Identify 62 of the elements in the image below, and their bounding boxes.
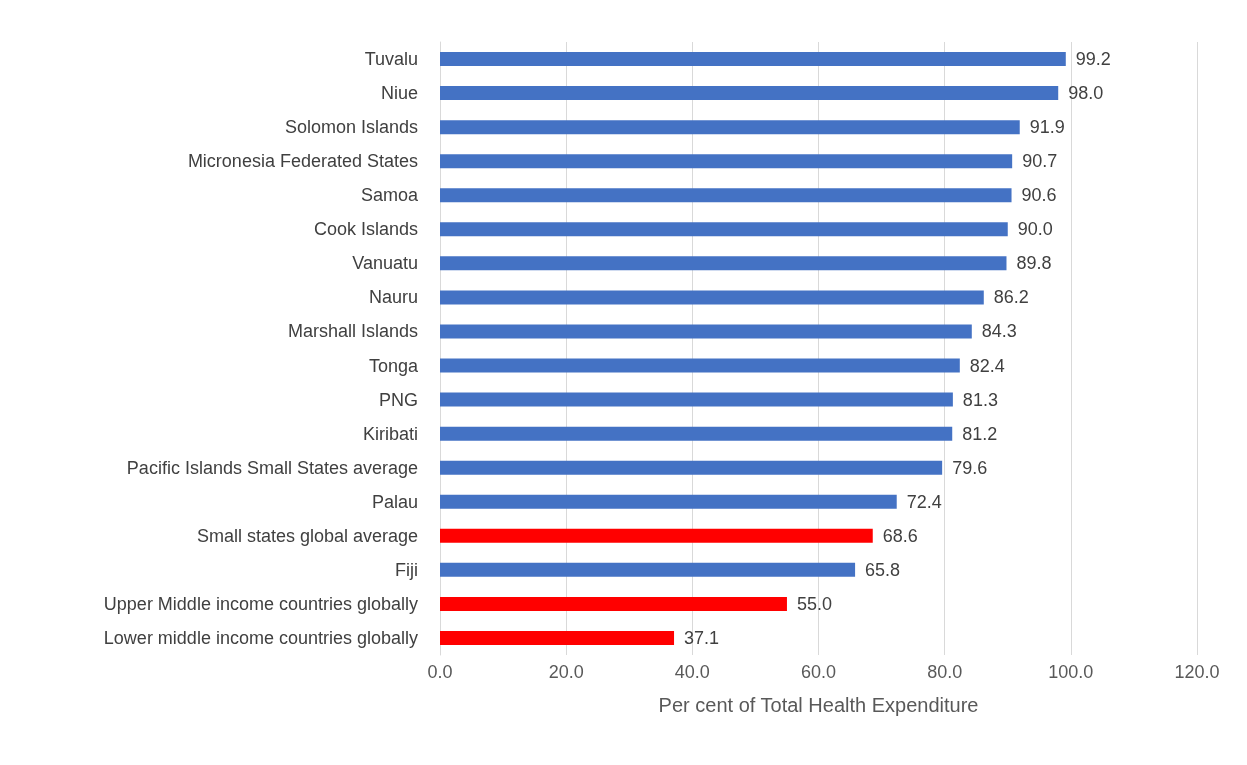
x-tick-label: 100.0 — [1048, 662, 1094, 682]
y-tick-label: Niue — [380, 83, 418, 104]
bar — [440, 188, 1012, 203]
y-tick-label: Upper Middle income countries globally — [103, 593, 418, 614]
data-label: 79.6 — [952, 457, 988, 478]
bar — [440, 120, 1020, 135]
y-tick-label: Solomon Islands — [284, 117, 418, 138]
bar — [440, 426, 953, 441]
y-tick-label: Fiji — [395, 559, 418, 580]
bar — [440, 494, 897, 509]
bar — [440, 86, 1059, 101]
y-tick-label: PNG — [378, 389, 418, 410]
x-tick-label: 120.0 — [1174, 662, 1220, 682]
y-tick-label: Lower middle income countries globally — [103, 627, 418, 648]
data-label: 72.4 — [906, 491, 942, 512]
x-tick-label: 40.0 — [674, 662, 710, 682]
x-tick-label: 20.0 — [548, 662, 584, 682]
data-label: 90.7 — [1022, 151, 1058, 172]
y-tick-label: Tuvalu — [364, 49, 418, 70]
x-tick-label: 80.0 — [927, 662, 963, 682]
data-label: 90.0 — [1017, 219, 1053, 240]
data-label: 82.4 — [969, 355, 1005, 376]
bar — [440, 392, 953, 407]
x-tick-label: 0.0 — [427, 662, 453, 682]
bar — [440, 528, 873, 543]
data-label: 99.2 — [1075, 49, 1111, 70]
bar — [440, 256, 1007, 271]
bar — [440, 222, 1008, 237]
data-label: 81.2 — [962, 423, 998, 444]
x-axis-title: Per cent of Total Health Expenditure — [658, 694, 979, 716]
bar — [440, 290, 984, 305]
data-label: 68.6 — [882, 525, 918, 546]
bar — [440, 358, 960, 373]
x-tick-label: 60.0 — [800, 662, 837, 682]
data-label: 37.1 — [684, 627, 720, 648]
data-label: 89.8 — [1016, 253, 1052, 274]
data-label: 81.3 — [962, 389, 998, 410]
y-tick-label: Nauru — [368, 287, 418, 308]
y-tick-label: Palau — [371, 491, 418, 512]
bar — [440, 460, 943, 475]
y-tick-label: Pacific Islands Small States average — [126, 457, 418, 478]
y-tick-label: Marshall Islands — [287, 321, 418, 342]
data-label: 90.6 — [1021, 185, 1057, 206]
y-tick-label: Samoa — [360, 185, 419, 206]
data-label: 55.0 — [796, 593, 833, 614]
bar — [440, 324, 972, 339]
y-tick-label: Cook Islands — [313, 219, 418, 240]
y-tick-label: Micronesia Federated States — [187, 151, 418, 172]
y-tick-label: Small states global average — [196, 525, 418, 546]
bar — [440, 596, 787, 611]
data-label: 65.8 — [865, 559, 901, 580]
data-label: 91.9 — [1029, 117, 1065, 138]
bar — [440, 562, 856, 577]
bar — [440, 154, 1013, 169]
y-tick-label: Vanuatu — [352, 253, 418, 274]
data-label: 86.2 — [993, 287, 1029, 308]
data-label: 84.3 — [981, 321, 1017, 342]
bar — [440, 630, 675, 645]
y-tick-label: Tonga — [368, 355, 419, 376]
data-label: 98.0 — [1068, 83, 1104, 104]
y-tick-label: Kiribati — [362, 423, 418, 444]
bar — [440, 52, 1066, 67]
